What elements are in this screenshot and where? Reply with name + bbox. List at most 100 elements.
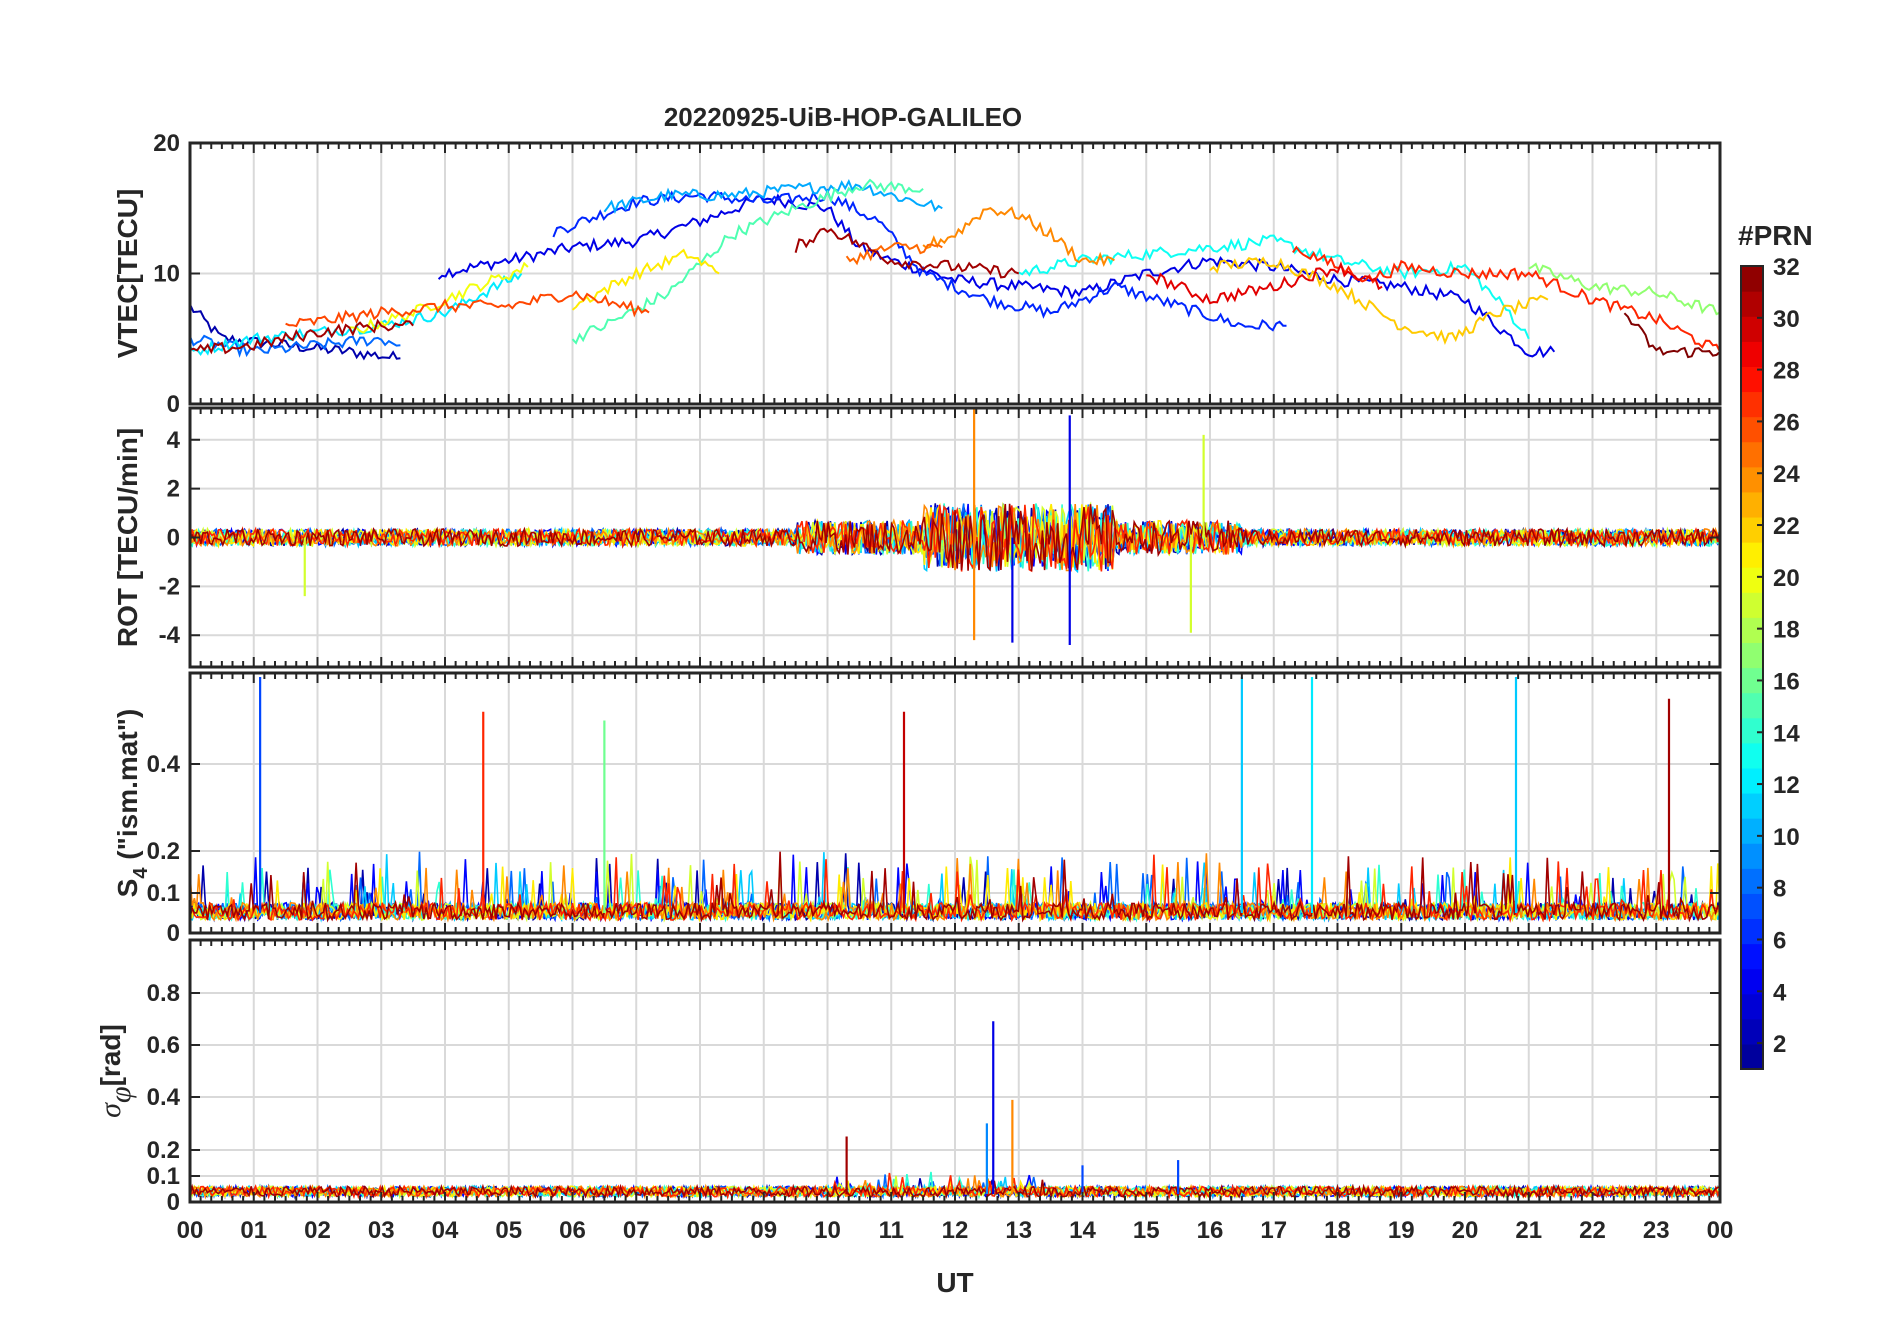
xtick-label: 02	[304, 1217, 331, 1244]
vtec-series-prn-24	[922, 206, 1115, 268]
colorbar-band	[1741, 617, 1763, 644]
colorbar-band	[1741, 416, 1763, 443]
colorbar-tick-label: 30	[1773, 306, 1800, 333]
vtec-series-prn-6	[552, 188, 1287, 332]
colorbar-tick-label: 2	[1773, 1031, 1786, 1058]
ticks-s4	[189, 673, 1721, 934]
colorbar-band	[1741, 316, 1763, 342]
panel-vtec: 0 10 20 VTEC[TECU]	[112, 130, 1722, 418]
colorbar-frame	[1740, 265, 1764, 1070]
ytick-label-rot: 2	[167, 476, 180, 503]
colorbar-band	[1741, 818, 1763, 844]
xtick-label: 06	[559, 1217, 586, 1244]
colorbar-band	[1741, 692, 1763, 719]
colorbar-band	[1741, 868, 1763, 894]
ytick-label-s4: 0.1	[147, 880, 180, 907]
xtick-label: 01	[240, 1217, 267, 1244]
xtick-label: 08	[687, 1217, 714, 1244]
colorbar-band	[1741, 391, 1763, 418]
xtick-label: 20	[1452, 1217, 1479, 1244]
ticks-rot	[189, 408, 1721, 667]
colorbar-tick-label: 20	[1773, 565, 1800, 592]
colorbar-band	[1741, 441, 1763, 468]
xtick-label: 13	[1005, 1217, 1032, 1244]
colorbar-tick-label: 24	[1773, 461, 1800, 488]
colorbar-tick-label: 18	[1773, 617, 1800, 644]
vtec-series-prn-29	[1146, 261, 1383, 305]
ytick-label-sigma_phi: 0	[167, 1189, 180, 1216]
chart-title: 20220925-UiB-HOP-GALILEO	[664, 102, 1022, 132]
colorbar-band	[1741, 266, 1763, 292]
ytick-label-sigma_phi: 0.6	[147, 1032, 180, 1059]
colorbar-tick-label: 10	[1773, 824, 1800, 851]
xtick-label: 22	[1579, 1217, 1606, 1244]
grid-sigma_phi	[189, 940, 1721, 1203]
colorbar-band	[1741, 1018, 1763, 1045]
xtick-label: 15	[1133, 1217, 1160, 1244]
vtec-series-prn-21	[571, 248, 720, 311]
xtick-label: 07	[623, 1217, 650, 1244]
ytick-label-sigma_phi: 0.4	[147, 1084, 181, 1111]
colorbar-band	[1741, 516, 1763, 543]
colorbar-band	[1741, 943, 1763, 970]
colorbar-band	[1741, 291, 1763, 317]
colorbar-label: #PRN	[1738, 220, 1813, 251]
colorbar-band	[1741, 491, 1763, 518]
colorbar-band	[1741, 968, 1763, 995]
vtec-series-prn-17	[1528, 262, 1720, 316]
colorbar-band	[1741, 642, 1763, 669]
traces-s4	[190, 677, 1720, 924]
xtick-label: 00	[1707, 1217, 1734, 1244]
colorbar-tick-label: 28	[1773, 358, 1800, 385]
ytick-label-s4: 0	[167, 920, 180, 947]
ticks-vtec	[189, 142, 1721, 405]
ytick-label-vtec: 0	[167, 391, 180, 418]
ytick-label-vtec: 10	[153, 261, 180, 288]
colorbar-tick-label: 4	[1773, 979, 1787, 1006]
xtick-label: 21	[1515, 1217, 1542, 1244]
s4-trace-prn-31	[190, 851, 1720, 923]
colorbar-band	[1741, 742, 1763, 769]
y-axis-label-s4: S4 ("ism.mat")	[112, 709, 152, 898]
xtick-label: 17	[1260, 1217, 1287, 1244]
panel-rot: -4 -2 0 2 4 ROT [TECU/min]	[112, 406, 1722, 669]
xtick-label: 19	[1388, 1217, 1415, 1244]
xtick-label: 00	[177, 1217, 204, 1244]
colorbar-band	[1741, 592, 1763, 618]
traces-vtec	[190, 178, 1720, 361]
colorbar-band	[1741, 792, 1763, 819]
vtec-series-prn-4	[437, 193, 1556, 359]
colorbar-tick-label: 32	[1773, 254, 1800, 281]
colorbar-band	[1741, 843, 1763, 869]
panel-s4: 0 0.1 0.2 0.4S4 ("ism.mat")	[112, 671, 1722, 947]
colorbar-tick-label: 8	[1773, 876, 1786, 903]
vtec-series-prn-27	[1292, 245, 1720, 353]
vtec-series-prn-25	[845, 241, 943, 266]
ytick-label-rot: -4	[159, 622, 181, 649]
ytick-label-s4: 0.4	[147, 751, 181, 778]
xtick-label: 09	[750, 1217, 777, 1244]
colorbar-band	[1741, 717, 1763, 744]
y-axis-label-rot: ROT [TECU/min]	[112, 428, 143, 647]
ytick-label-s4: 0.2	[147, 838, 180, 865]
vtec-series-prn-31	[794, 227, 1020, 279]
vtec-series-prn-22	[1209, 256, 1549, 345]
y-axis-label-vtec: VTEC[TECU]	[112, 189, 143, 359]
colorbar-band	[1741, 918, 1763, 945]
vtec-series-prn-32	[1623, 312, 1720, 359]
vtec-series-prn-20	[349, 261, 529, 334]
xtick-label: 12	[942, 1217, 969, 1244]
vtec-series-prn-8	[190, 334, 401, 358]
vtec-series-prn-26	[285, 290, 650, 328]
ytick-label-rot: -2	[159, 573, 180, 600]
colorbar-band	[1741, 1043, 1763, 1070]
traces-rot	[190, 408, 1720, 646]
colorbar-tick-label: 26	[1773, 409, 1800, 436]
xtick-label: 23	[1643, 1217, 1670, 1244]
colorbar-band	[1741, 542, 1763, 568]
xtick-label: 10	[814, 1217, 841, 1244]
colorbar-band	[1741, 341, 1763, 367]
